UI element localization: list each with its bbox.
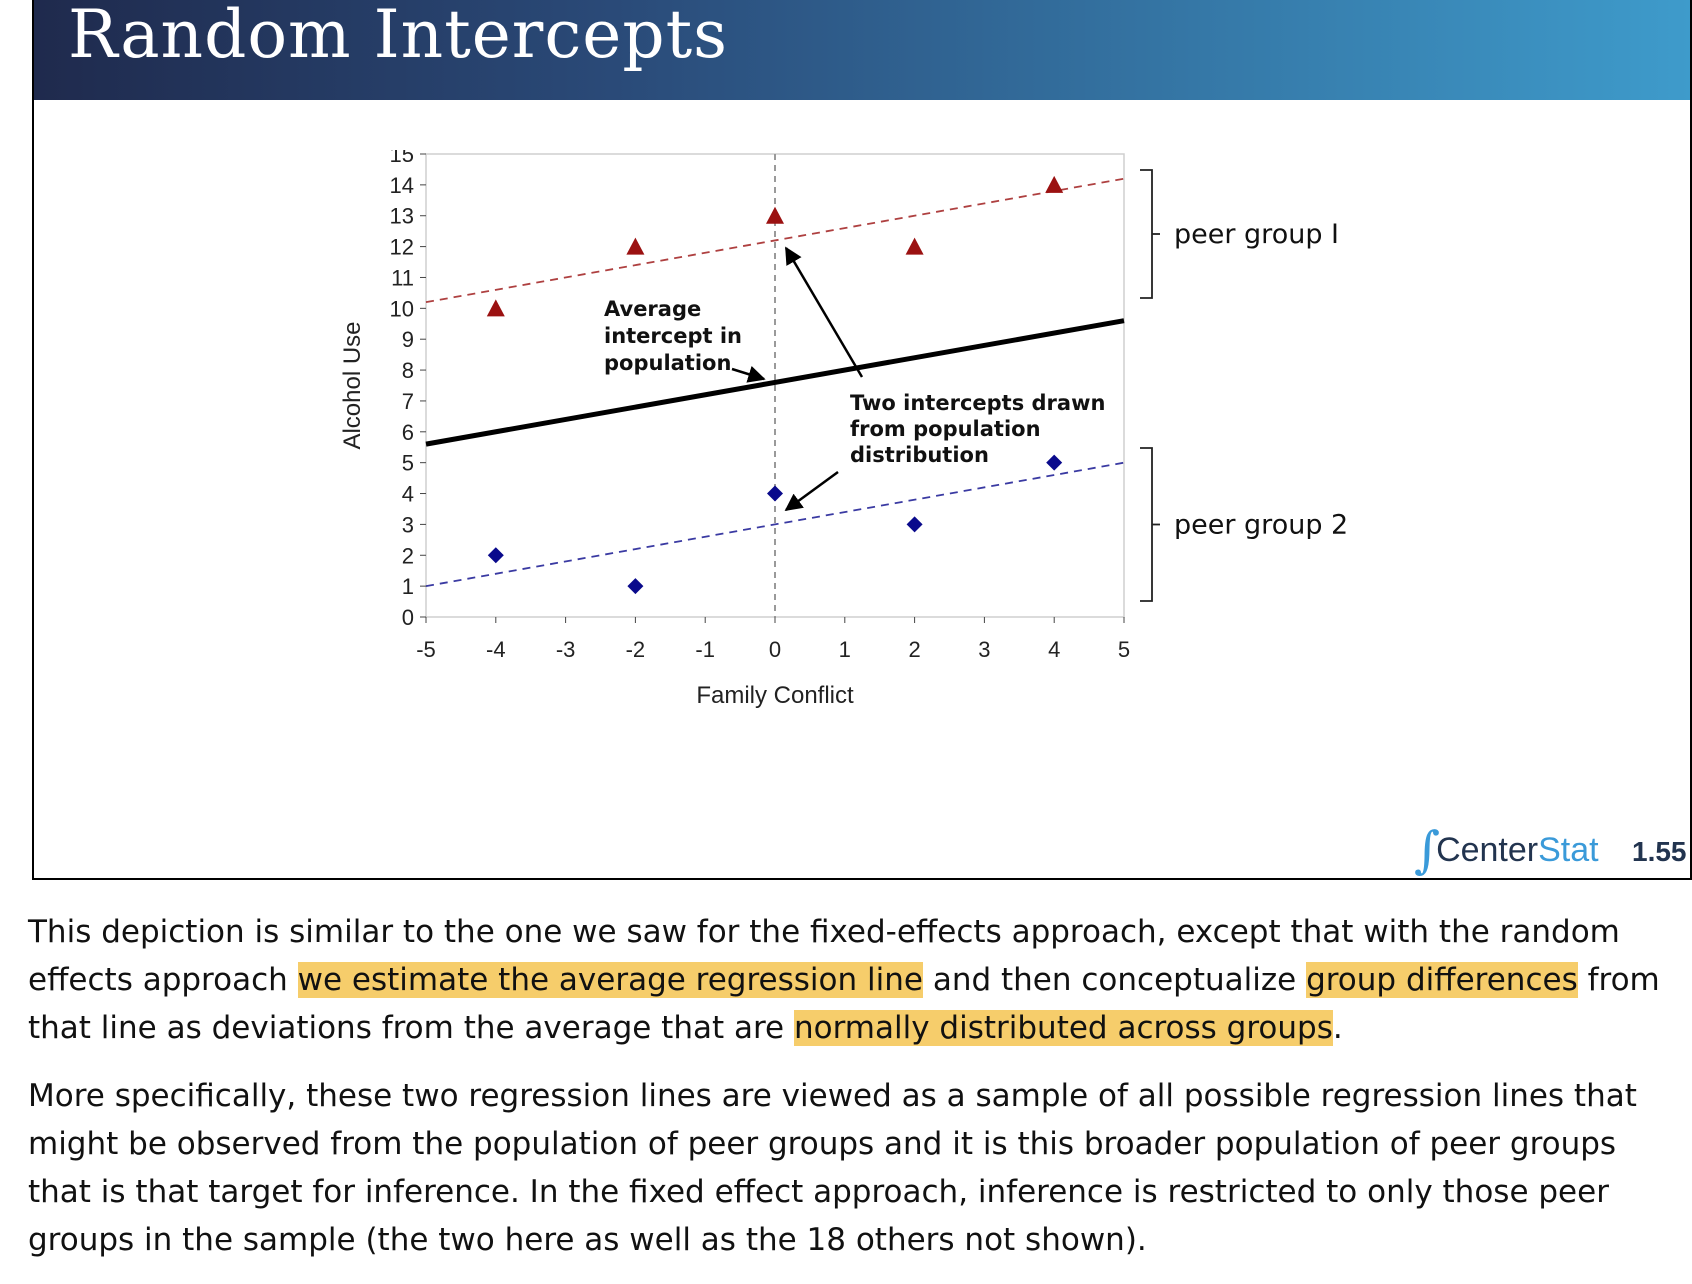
x-tick-label: 5 bbox=[1118, 637, 1130, 662]
average-regression-line bbox=[425, 318, 1125, 447]
y-tick-label: 7 bbox=[402, 389, 414, 414]
peer-group-2-bracket bbox=[1140, 447, 1153, 602]
annotation-average-intercept: Average bbox=[604, 297, 701, 321]
group-regression-line bbox=[425, 461, 1125, 588]
logo-integral-symbol: ∫ bbox=[1414, 821, 1441, 879]
x-tick-label: 2 bbox=[908, 637, 920, 662]
annotation-arrow-up bbox=[784, 246, 864, 378]
notes-text-segment: . bbox=[1332, 1010, 1343, 1046]
highlighted-phrase: normally distributed across groups bbox=[793, 1010, 1333, 1046]
notes-text-segment: This depiction is similar to the one we … bbox=[28, 914, 1620, 998]
annotation-arrow-average bbox=[731, 365, 766, 383]
slide-panel: Random Intercepts 0 1 2 3 4 5 6 7 8 9 10 11 12 13 14 15… bbox=[32, 0, 1692, 880]
x-tick-label: 3 bbox=[978, 637, 990, 662]
notes-text-segment: and then conceptualize bbox=[922, 962, 1307, 998]
y-tick-label: 4 bbox=[402, 482, 414, 507]
x-tick-label: 1 bbox=[839, 637, 851, 662]
data-point-diamond bbox=[767, 485, 783, 502]
data-point-triangle bbox=[766, 206, 784, 224]
x-tick-label: -2 bbox=[626, 637, 646, 662]
y-tick-label: 2 bbox=[402, 543, 414, 568]
annotation-arrow-down bbox=[784, 470, 839, 512]
highlighted-phrase: group differences bbox=[1306, 962, 1578, 998]
data-point-triangle bbox=[1045, 175, 1064, 193]
highlighted-phrase: we estimate the average regression line bbox=[297, 962, 923, 998]
data-point-triangle bbox=[626, 237, 645, 255]
annotation-two-intercepts: distribution bbox=[850, 443, 989, 467]
y-tick-label: 10 bbox=[390, 296, 414, 321]
peer-group-2-label: peer group 2 bbox=[1174, 510, 1348, 541]
logo-text-center: Center bbox=[1436, 831, 1539, 869]
y-tick-label: 12 bbox=[390, 235, 414, 260]
x-tick-label: -4 bbox=[486, 637, 506, 662]
x-tick-label: -1 bbox=[695, 637, 715, 662]
y-tick-label: 0 bbox=[402, 605, 414, 630]
notes-paragraph-2: More specifically, these two regression … bbox=[28, 1078, 1637, 1258]
y-tick-label: 6 bbox=[402, 420, 414, 445]
notes-text-segment: from that line as deviations from the av… bbox=[28, 962, 1660, 1046]
y-tick-label: 9 bbox=[402, 327, 414, 352]
x-tick-label: 4 bbox=[1048, 637, 1060, 662]
x-axis-title: Family Conflict bbox=[696, 682, 854, 709]
x-tick-label: 0 bbox=[769, 637, 781, 662]
y-tick-label: 13 bbox=[390, 204, 414, 229]
y-axis-title: Alcohol Use bbox=[339, 321, 366, 449]
data-point-diamond bbox=[1046, 454, 1063, 471]
data-point-triangle bbox=[486, 299, 505, 317]
annotation-two-intercepts: Two intercepts drawn bbox=[850, 391, 1105, 415]
annotation-two-intercepts: from population bbox=[850, 417, 1041, 441]
y-tick-label: 5 bbox=[402, 451, 414, 476]
speaker-notes: This depiction is similar to the one we … bbox=[28, 908, 1678, 1284]
slide-page-number: 1.55 bbox=[1632, 836, 1687, 867]
data-point-diamond bbox=[487, 547, 504, 564]
notes-paragraph-1: This depiction is similar to the one we … bbox=[28, 908, 1678, 1052]
slide-title: Random Intercepts bbox=[68, 0, 728, 73]
centerstat-logo: ∫CenterStat bbox=[1414, 815, 1599, 879]
x-tick-label: -3 bbox=[556, 637, 576, 662]
data-point-diamond bbox=[627, 578, 644, 595]
x-tick-label: -5 bbox=[416, 637, 436, 662]
y-tick-label: 14 bbox=[390, 173, 414, 198]
peer-group-1-bracket bbox=[1140, 169, 1153, 299]
y-tick-label: 8 bbox=[402, 358, 414, 383]
group-regression-line bbox=[425, 177, 1125, 304]
y-tick-label: 3 bbox=[402, 512, 414, 537]
regression-chart: 0 1 2 3 4 5 6 7 8 9 10 11 12 13 14 15 -5 -4 -3 -2 -1 0 1 2 3 4 5 Fa… bbox=[334, 150, 1354, 750]
annotation-average-intercept: population bbox=[604, 351, 731, 375]
peer-group-1-label: peer group I bbox=[1174, 219, 1339, 250]
logo-text-stat: Stat bbox=[1538, 831, 1599, 869]
data-point-triangle bbox=[905, 237, 924, 255]
data-point-diamond bbox=[906, 516, 923, 533]
slide-header-bar: Random Intercepts bbox=[34, 0, 1690, 100]
y-tick-label: 15 bbox=[390, 150, 414, 167]
y-tick-label: 11 bbox=[391, 265, 414, 290]
annotation-average-intercept: intercept in bbox=[604, 324, 742, 348]
y-tick-label: 1 bbox=[402, 574, 414, 599]
